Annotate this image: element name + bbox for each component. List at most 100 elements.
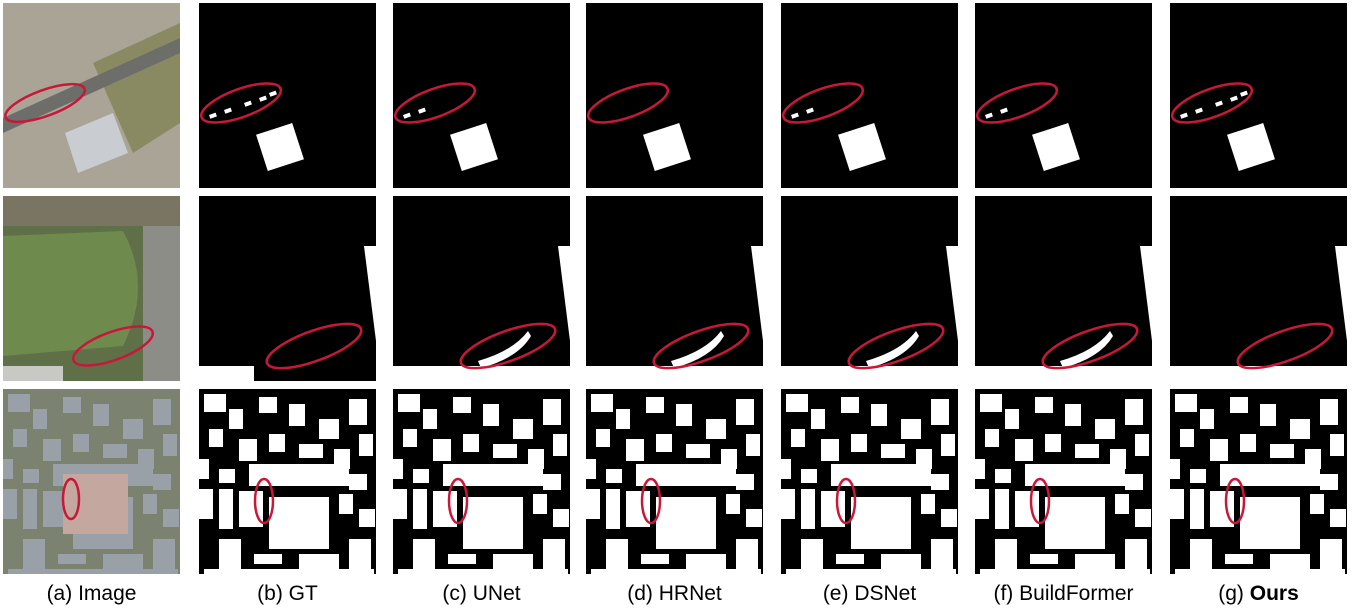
- building: [1015, 439, 1033, 461]
- building: [1310, 494, 1324, 514]
- building: [606, 469, 622, 483]
- building: [1330, 434, 1344, 456]
- roof: [93, 404, 109, 426]
- segmentation-mask: [199, 389, 376, 574]
- caption-name: UNet: [473, 582, 521, 605]
- building: [199, 366, 254, 381]
- roof: [23, 539, 45, 574]
- segmentation-mask: [779, 3, 958, 188]
- building: [493, 444, 517, 458]
- caption-name: Ours: [1250, 582, 1299, 605]
- building: [1045, 434, 1061, 452]
- background: [586, 196, 763, 381]
- figure: (a) Image(b) GT(c) UNet(d) HRNet(e) DSNe…: [0, 0, 1359, 611]
- building: [1225, 554, 1253, 564]
- building: [985, 429, 999, 447]
- building: [1135, 434, 1149, 456]
- building: [1190, 539, 1212, 574]
- building: [931, 474, 949, 490]
- building: [1075, 444, 1099, 458]
- building: [219, 469, 235, 483]
- roof: [163, 434, 177, 456]
- roof: [143, 494, 157, 514]
- building: [349, 539, 371, 574]
- building: [821, 439, 839, 461]
- building: [706, 419, 726, 439]
- building: [453, 397, 471, 413]
- caption-name: DSNet: [854, 582, 916, 605]
- roof: [3, 489, 17, 519]
- segmentation-mask: [781, 389, 958, 574]
- building: [736, 474, 754, 490]
- building: [1035, 397, 1053, 413]
- building: [686, 444, 710, 458]
- building: [851, 497, 911, 549]
- building: [1125, 474, 1143, 490]
- building: [646, 397, 664, 413]
- segmentation-mask: [1170, 389, 1347, 574]
- segmentation-mask: [393, 389, 570, 574]
- building: [1030, 554, 1058, 564]
- aerial-image: [3, 196, 180, 381]
- building: [513, 419, 533, 439]
- building: [781, 489, 795, 519]
- building: [781, 459, 791, 479]
- building: [626, 439, 644, 461]
- building: [443, 464, 543, 486]
- building: [398, 394, 420, 412]
- building: [586, 489, 600, 519]
- building: [403, 429, 417, 447]
- caption-name: GT: [289, 582, 318, 605]
- building: [931, 399, 949, 425]
- building: [736, 399, 754, 425]
- building: [204, 394, 226, 412]
- building: [398, 569, 568, 574]
- building: [596, 429, 610, 447]
- building: [1170, 459, 1180, 479]
- building: [931, 539, 953, 574]
- building: [1135, 509, 1151, 527]
- caption-label: (c): [442, 582, 472, 605]
- caption-label: (d): [627, 582, 659, 605]
- segmentation-mask: [391, 3, 570, 188]
- building: [199, 459, 209, 479]
- building: [726, 494, 740, 514]
- building: [254, 554, 282, 564]
- building: [881, 444, 905, 458]
- background: [975, 196, 1152, 381]
- building: [995, 539, 1017, 574]
- building: [980, 394, 1002, 412]
- roof: [33, 409, 47, 429]
- roof: [63, 397, 81, 413]
- building: [975, 459, 985, 479]
- building: [423, 409, 437, 429]
- building: [1125, 539, 1147, 574]
- building: [941, 434, 955, 456]
- building: [836, 554, 864, 564]
- segmentation-mask: [975, 196, 1152, 381]
- building: [586, 459, 596, 479]
- building: [841, 397, 859, 413]
- roof: [23, 469, 39, 483]
- building: [299, 444, 323, 458]
- rail: [3, 196, 180, 226]
- building: [1125, 399, 1143, 425]
- caption: (g) Ours: [1218, 582, 1299, 605]
- roof: [8, 569, 178, 574]
- roof: [43, 439, 61, 461]
- building: [791, 429, 805, 447]
- building: [1240, 434, 1256, 452]
- segmentation-mask: [197, 3, 376, 188]
- building: [553, 434, 567, 456]
- building: [543, 399, 561, 425]
- building: [1330, 509, 1346, 527]
- segmentation-mask: [586, 389, 763, 574]
- building: [746, 434, 760, 456]
- building: [413, 489, 427, 529]
- building: [811, 409, 825, 429]
- building: [413, 469, 429, 483]
- background: [393, 196, 570, 381]
- building: [1170, 489, 1184, 519]
- roof: [3, 459, 13, 479]
- building: [656, 497, 716, 549]
